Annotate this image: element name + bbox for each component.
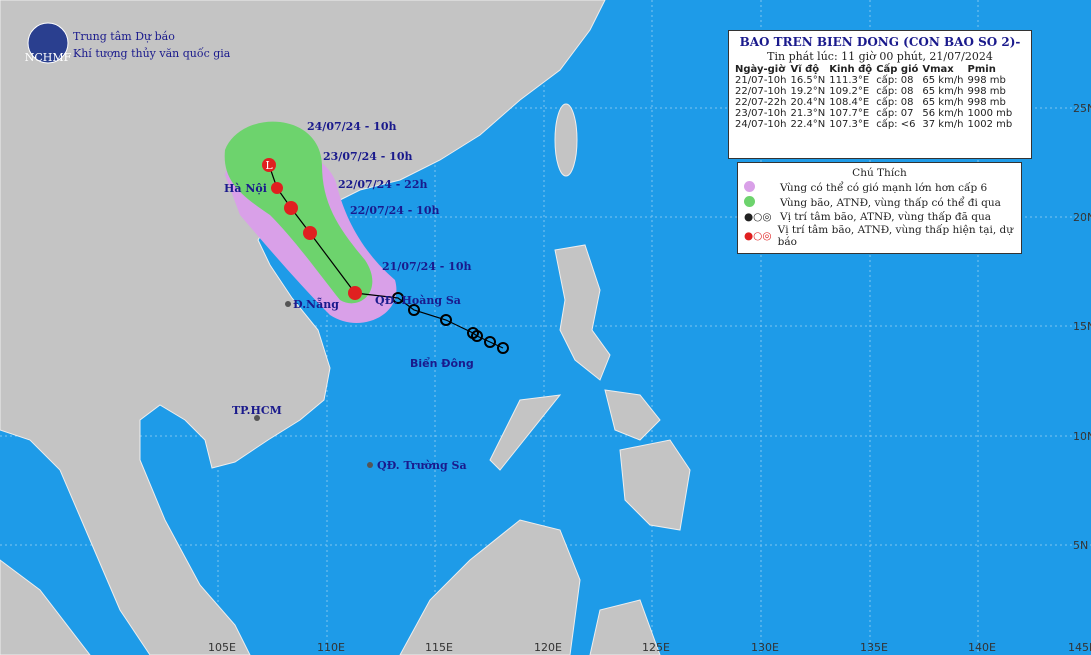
track-label: 24/07/24 - 10h bbox=[307, 120, 397, 133]
legend-icon: ●○◎ bbox=[744, 230, 772, 242]
column-header: Vĩ độ bbox=[790, 64, 820, 75]
lon-label: 140E bbox=[968, 641, 996, 654]
table-cell: 1000 mb bbox=[967, 108, 1013, 119]
table-cell: 998 mb bbox=[967, 86, 1006, 97]
svg-text:L: L bbox=[265, 159, 273, 172]
place: Hà Nội bbox=[224, 182, 267, 195]
lon-label: 145E bbox=[1068, 641, 1091, 654]
legend-items: Vùng có thể có gió mạnh lớn hơn cấp 6 Vùn… bbox=[738, 181, 1021, 248]
column-header: Ngày-giờ bbox=[735, 64, 786, 75]
table-cell: 56 km/h bbox=[922, 108, 964, 119]
table-row: 22/07-22h 20.4°N 108.4°E cấp: 08 65 km/h 998 … bbox=[733, 97, 1014, 108]
legend-item: ●○◎ Vị trí tâm bão, ATNĐ, vùng thấp đã qu… bbox=[744, 211, 1015, 223]
table-cell: 108.4°E bbox=[829, 97, 870, 108]
legend-text: Vị trí tâm bão, ATNĐ, vùng thấp hiện tại… bbox=[777, 224, 1013, 248]
table-row: 23/07-10h 21.3°N 107.7°E cấp: 07 56 km/h 1000… bbox=[733, 108, 1014, 119]
legend-icon bbox=[744, 196, 774, 210]
table-cell: 65 km/h bbox=[922, 86, 964, 97]
lon-label: 105E bbox=[208, 641, 236, 654]
legend-text: Vùng bão, ATNĐ, vùng thấp có thể đi qua bbox=[780, 197, 1001, 209]
logo-text: NCHMF bbox=[25, 51, 72, 64]
track-label: 23/07/24 - 10h bbox=[323, 150, 413, 163]
org-line: Trung tâm Dự báo bbox=[73, 30, 175, 43]
table-cell: cấp: 07 bbox=[876, 108, 914, 119]
lat-label: 15N bbox=[1073, 320, 1091, 333]
table-cell: 24/07-10h bbox=[735, 119, 787, 130]
table-cell: cấp: 08 bbox=[876, 75, 914, 86]
column-header: Pmin bbox=[967, 64, 996, 75]
table-row: 21/07-10h 16.5°N 111.3°E cấp: 08 65 km/h 998 … bbox=[733, 75, 1014, 86]
legend-icon: ●○◎ bbox=[744, 211, 772, 223]
place: QĐ. Trường Sa bbox=[377, 459, 467, 472]
past-positions bbox=[392, 292, 509, 354]
forecast-table: Ngày-giờ Vĩ độ Kinh độ Cấp gió Vmax Pmin 21/07… bbox=[733, 64, 1014, 130]
bulletin-issued: Tin phát lúc: 11 giờ 00 phút, 21/07/2024 bbox=[767, 50, 993, 63]
legend-icon bbox=[744, 181, 774, 195]
lon-label: 135E bbox=[860, 641, 888, 654]
track-label: 22/07/24 - 22h bbox=[338, 178, 428, 191]
legend-box: Chú Thích Vùng có thể có gió mạnh lớn hơ… bbox=[737, 162, 1022, 254]
table-cell: 109.2°E bbox=[829, 86, 870, 97]
forecast-positions: L bbox=[262, 158, 362, 300]
sea-label: Biển Đông bbox=[410, 357, 474, 370]
column-header: Kinh độ bbox=[829, 64, 873, 75]
table-cell: 998 mb bbox=[967, 75, 1006, 86]
table-cell: 22/07-10h bbox=[735, 86, 787, 97]
legend-item: Vùng có thể có gió mạnh lớn hơn cấp 6 bbox=[744, 181, 1015, 195]
lat-label: 10N bbox=[1073, 430, 1091, 443]
lon-labels: 105E 110E 115E 120E 125E 130E 135E 140E … bbox=[208, 641, 1091, 654]
lon-label: 130E bbox=[751, 641, 779, 654]
column-header: Cấp gió bbox=[876, 64, 919, 75]
table-cell: 65 km/h bbox=[922, 97, 964, 108]
track-label: 21/07/24 - 10h bbox=[382, 260, 472, 273]
table-cell: 107.7°E bbox=[829, 108, 870, 119]
lat-labels: 25N 20N 15N 10N 5N bbox=[1073, 102, 1091, 552]
legend-title: Chú Thích bbox=[852, 167, 907, 179]
table-cell: 21.3°N bbox=[790, 108, 826, 119]
table-row: 22/07-10h 19.2°N 109.2°E cấp: 08 65 km/h 998 … bbox=[733, 86, 1014, 97]
table-cell: 65 km/h bbox=[922, 75, 964, 86]
table-cell: 998 mb bbox=[967, 97, 1006, 108]
legend-text: Vùng có thể có gió mạnh lớn hơn cấp 6 bbox=[780, 182, 988, 194]
lon-label: 115E bbox=[425, 641, 453, 654]
table-cell: 16.5°N bbox=[790, 75, 826, 86]
table-cell: 37 km/h bbox=[922, 119, 964, 130]
legend-item: ●○◎ Vị trí tâm bão, ATNĐ, vùng thấp hiện … bbox=[744, 224, 1015, 248]
table-cell: cấp: 08 bbox=[876, 97, 914, 108]
org-line: Khí tượng thủy văn quốc gia bbox=[73, 47, 231, 60]
bulletin-title: BAO TREN BIEN DONG (CON BAO SO 2)- bbox=[739, 35, 1021, 49]
column-header: Vmax bbox=[922, 64, 954, 75]
bulletin-box: BAO TREN BIEN DONG (CON BAO SO 2)- Tin p… bbox=[728, 30, 1032, 159]
table-cell: 23/07-10h bbox=[735, 108, 787, 119]
place: Đ.Nẵng bbox=[293, 298, 339, 311]
logo: NCHMF bbox=[25, 22, 72, 64]
lat-label: 20N bbox=[1073, 211, 1091, 224]
table-cell: 22.4°N bbox=[790, 119, 826, 130]
table-cell: cấp: <6 bbox=[876, 119, 916, 130]
header-row: Ngày-giờ Vĩ độ Kinh độ Cấp gió Vmax Pmin bbox=[733, 64, 1014, 75]
table-cell: 111.3°E bbox=[829, 75, 870, 86]
cities bbox=[254, 301, 373, 468]
lon-label: 110E bbox=[317, 641, 345, 654]
legend-text: Vị trí tâm bão, ATNĐ, vùng thấp đã qua bbox=[780, 211, 991, 223]
table-cell: 20.4°N bbox=[790, 97, 826, 108]
table-cell: 1002 mb bbox=[967, 119, 1013, 130]
table-row: 24/07-10h 22.4°N 107.3°E cấp: <6 37 km/h 1002… bbox=[733, 119, 1014, 130]
table-cell: 107.3°E bbox=[829, 119, 870, 130]
lon-label: 125E bbox=[642, 641, 670, 654]
place: QĐ. Hoàng Sa bbox=[375, 294, 461, 307]
lat-label: 25N bbox=[1073, 102, 1091, 115]
place: TP.HCM bbox=[232, 404, 282, 417]
land bbox=[0, 0, 691, 655]
lat-label: 5N bbox=[1073, 539, 1088, 552]
track-label: 22/07/24 - 10h bbox=[350, 204, 440, 217]
table-cell: 21/07-10h bbox=[735, 75, 787, 86]
table-cell: cấp: 08 bbox=[876, 86, 914, 97]
lon-label: 120E bbox=[534, 641, 562, 654]
legend-item: Vùng bão, ATNĐ, vùng thấp có thể đi qua bbox=[744, 196, 1015, 210]
table-cell: 19.2°N bbox=[790, 86, 826, 97]
table-cell: 22/07-22h bbox=[735, 97, 787, 108]
